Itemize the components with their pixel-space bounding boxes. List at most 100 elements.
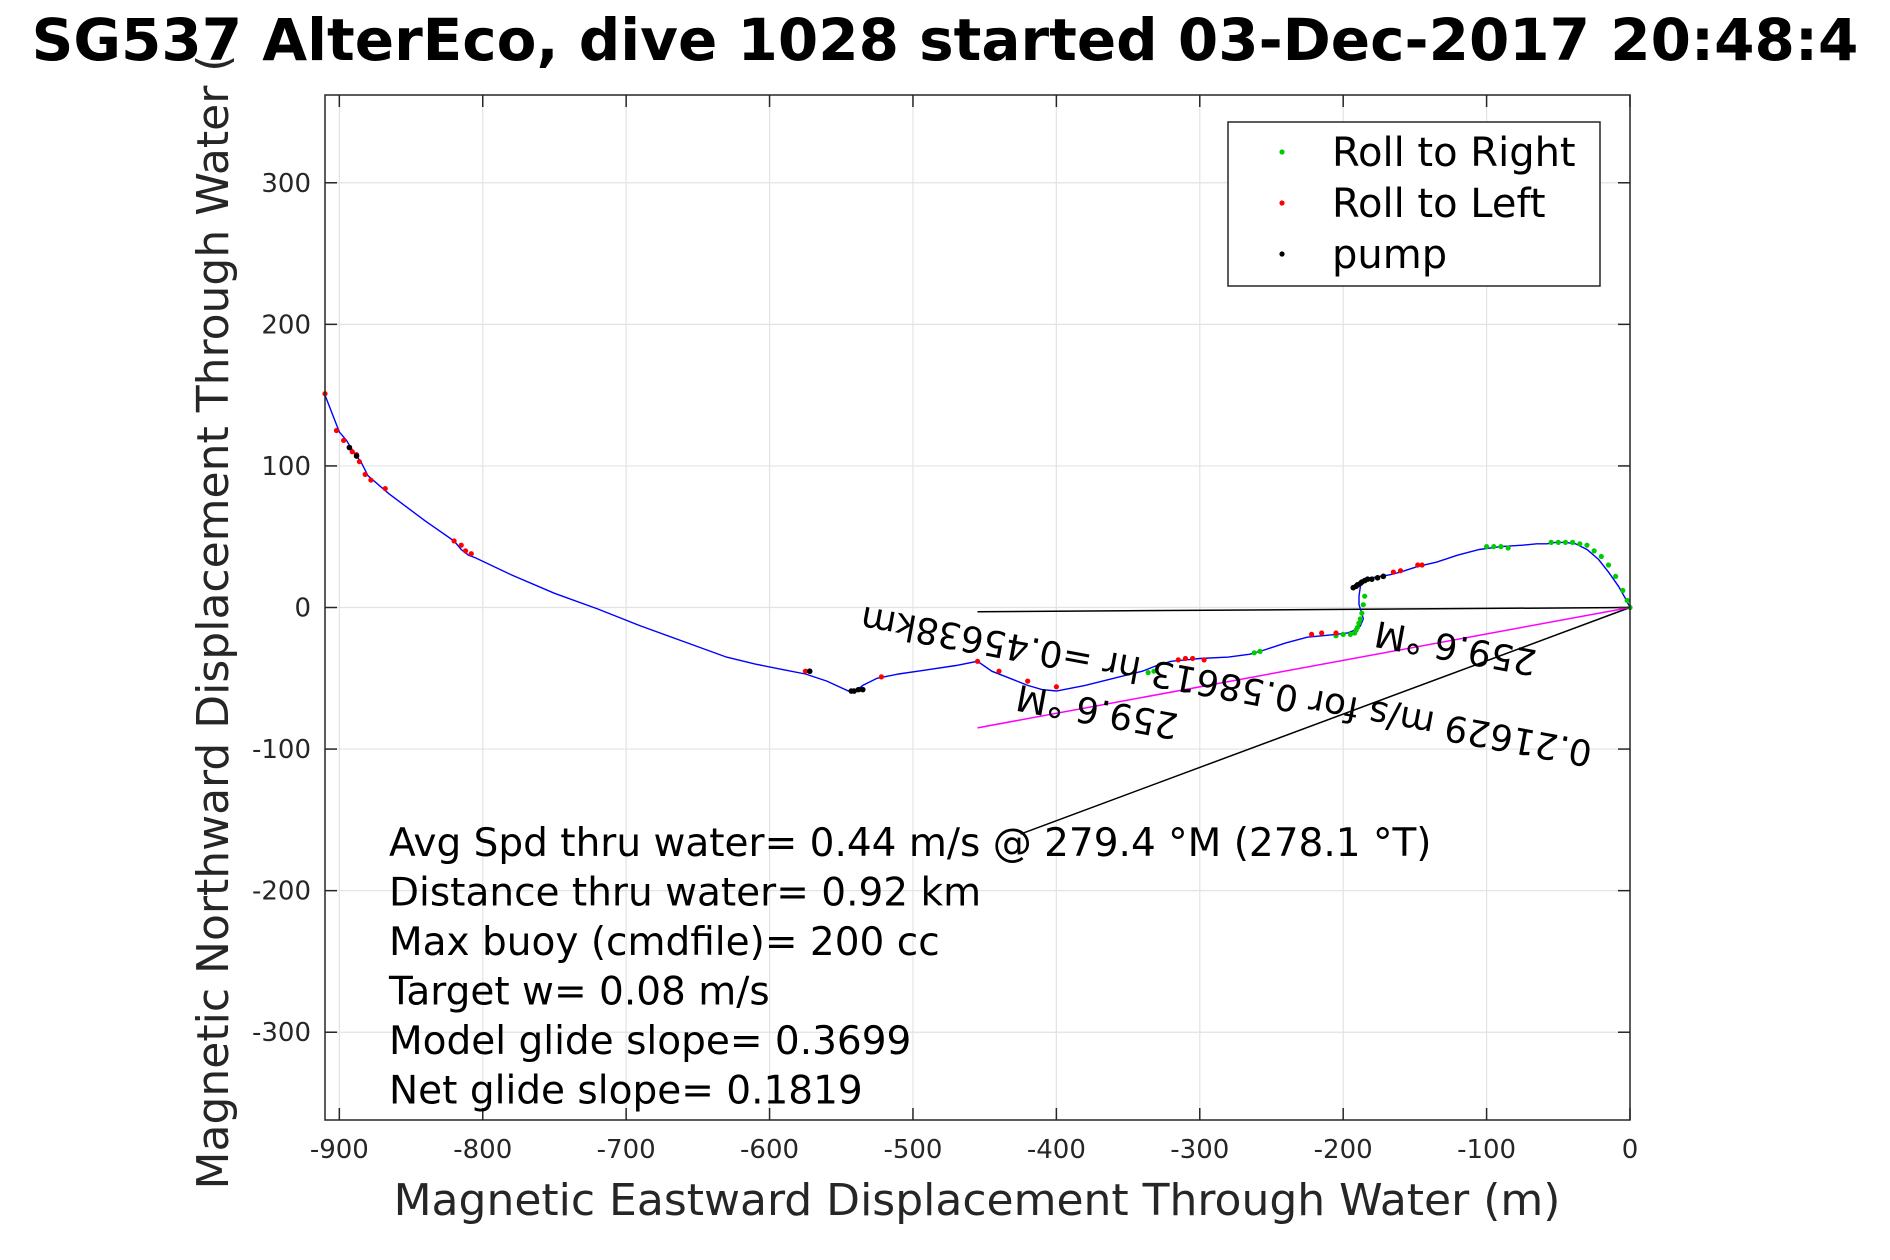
track-line <box>324 394 1631 692</box>
roll-left-point <box>1025 678 1031 684</box>
y-tick-label: 100 <box>261 452 311 482</box>
roll-right-point <box>1352 630 1358 636</box>
y-tick-label: 0 <box>294 594 311 624</box>
legend-label: Roll to Left <box>1332 181 1546 227</box>
roll-right-point <box>1340 631 1346 637</box>
roll-left-point <box>349 449 355 455</box>
x-tick-label: -100 <box>1457 1135 1516 1165</box>
roll-left-point <box>341 437 347 444</box>
roll-left-point <box>1053 684 1059 690</box>
roll-right-point <box>1598 553 1604 560</box>
legend-marker <box>1279 149 1285 155</box>
roll-left-point <box>1309 631 1315 637</box>
roll-right-point <box>1357 616 1363 622</box>
pump-point <box>1350 584 1357 591</box>
reference-line <box>977 606 1631 613</box>
y-tick-label: -200 <box>252 877 311 907</box>
roll-left-point <box>1175 657 1181 663</box>
roll-left-point <box>382 485 388 492</box>
reference-lines <box>977 606 1631 835</box>
roll-left-point <box>1190 655 1196 662</box>
roll-left-point <box>333 427 340 434</box>
roll-right-point <box>1360 602 1366 608</box>
roll-right-point <box>1362 593 1368 599</box>
roll-left-point <box>1319 630 1325 636</box>
roll-left-point <box>462 548 469 554</box>
pump-point <box>1380 573 1387 580</box>
x-tick-label: -700 <box>597 1135 656 1165</box>
stat-line: Target w= 0.08 m/s <box>388 970 770 1015</box>
roll-left-point <box>1333 630 1339 636</box>
roll-right-point <box>1613 573 1619 579</box>
x-tick-label: -200 <box>1314 1135 1373 1165</box>
legend-box <box>1227 121 1601 287</box>
pump-point <box>859 686 866 693</box>
roll-right-point <box>1584 542 1590 548</box>
roll-left-point <box>1415 562 1421 568</box>
roll-right-point <box>1562 539 1569 545</box>
roll-left-point <box>468 551 474 557</box>
roll-right-point <box>1624 597 1630 604</box>
roll-right-point <box>1356 620 1362 626</box>
roll-left-point <box>356 459 363 465</box>
roll-left-point <box>1397 568 1404 574</box>
roll-right-point <box>1605 562 1612 568</box>
stats-block: Avg Spd thru water= 0.44 m/s @ 279.4 °M … <box>388 821 1432 1114</box>
y-axis-label: Magnetic Northward Displacement Through … <box>188 55 239 1190</box>
stat-line: Model glide slope= 0.3699 <box>389 1019 911 1064</box>
x-tick-label: -800 <box>453 1135 512 1165</box>
legend-label: Roll to Right <box>1332 130 1576 176</box>
ticks-layer: -900 -800 -700 -600 -500 -400 -300 -200 -100 0 300… <box>252 95 1638 1165</box>
x-tick-label: -400 <box>1027 1135 1086 1165</box>
legend-marker <box>1279 200 1285 206</box>
roll-right-point <box>1591 548 1597 554</box>
roll-left-point <box>451 538 457 544</box>
roll-left-point <box>1390 569 1396 575</box>
stat-line: Avg Spd thru water= 0.44 m/s @ 279.4 °M … <box>389 821 1432 866</box>
points-layer <box>322 391 1633 694</box>
y-tick-label: -300 <box>252 1018 311 1048</box>
roll-left-point <box>802 668 809 674</box>
roll-left-point <box>996 668 1002 674</box>
pump-point <box>1374 574 1381 581</box>
roll-right-point <box>1145 670 1151 676</box>
pump-point <box>806 668 813 675</box>
pump-point <box>855 686 862 693</box>
x-tick-label: -300 <box>1170 1135 1229 1165</box>
roll-left-point <box>362 471 368 478</box>
track-layer <box>324 394 1631 692</box>
stat-line: Net glide slope= 0.1819 <box>389 1069 863 1114</box>
roll-right-point <box>1491 544 1497 550</box>
pump-point <box>1369 576 1375 582</box>
roll-right-point <box>1620 587 1626 594</box>
roll-left-point <box>1201 657 1207 663</box>
roll-right-point <box>1577 541 1583 547</box>
roll-right-point <box>1498 544 1504 550</box>
y-tick-label: -100 <box>252 735 311 765</box>
roll-left-point <box>368 477 374 483</box>
legend-marker <box>1279 251 1285 257</box>
reference-line <box>977 606 1631 729</box>
roll-right-point <box>1483 544 1490 550</box>
x-tick-label: -500 <box>883 1135 942 1165</box>
legend: Roll to Right Roll to Left pump <box>1227 121 1601 287</box>
pump-point <box>346 444 353 451</box>
x-tick-label: -900 <box>310 1135 369 1165</box>
roll-right-point <box>1548 539 1554 545</box>
roll-right-point <box>1347 631 1353 637</box>
x-tick-label: 0 <box>1622 1135 1639 1165</box>
roll-left-point <box>458 542 464 548</box>
legend-label: pump <box>1332 232 1447 278</box>
stat-line: Max buoy (cmdfile)= 200 cc <box>389 920 940 965</box>
roll-right-point <box>1555 539 1561 545</box>
y-tick-label: 300 <box>261 169 311 199</box>
roll-left-point <box>878 674 885 680</box>
x-axis-label: Magnetic Eastward Displacement Through W… <box>394 1175 1561 1226</box>
roll-left-point <box>1419 562 1425 568</box>
reference-line <box>1020 606 1631 835</box>
roll-right-point <box>1570 539 1576 545</box>
pump-point <box>848 688 855 694</box>
y-tick-label: 200 <box>261 310 311 340</box>
grid <box>325 95 1631 1120</box>
